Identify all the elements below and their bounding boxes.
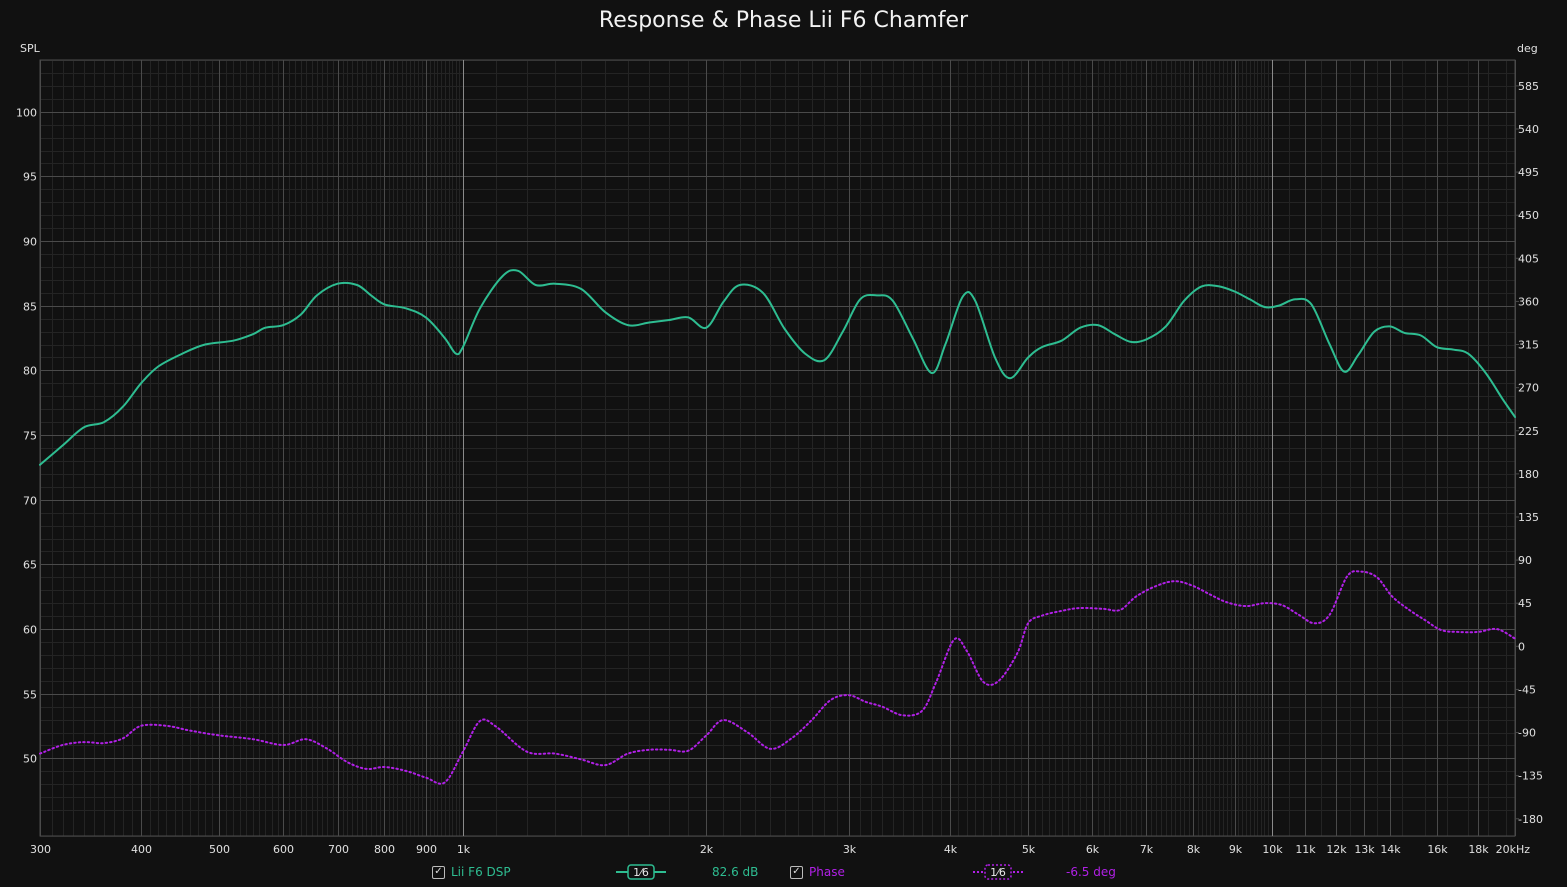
legend: ✓ Lii F6 DSP 1⁄6 82.6 dB ✓ Phase 1⁄6 -6.… — [0, 862, 1567, 882]
x-tick-label: 2k — [700, 843, 714, 856]
x-tick-label: 9k — [1229, 843, 1243, 856]
y-right-tick-label: -90 — [1518, 727, 1536, 740]
x-tick-label: 18k — [1468, 843, 1489, 856]
x-tick-label: 7k — [1140, 843, 1154, 856]
x-tick-labels: 300 400 500 600 700 800 900 1k 2k 3k 4k 5k 6k 7k 8k 9k 1… — [30, 843, 1530, 856]
spl-series-line — [39, 269, 1516, 466]
y-right-tick-labels: -180 -135 -90 -45 0 45 90 135 180 225 270 315 360 405… — [1515, 80, 1543, 826]
x-tick-label: 400 — [131, 843, 152, 856]
y-right-tick-label: -135 — [1518, 770, 1543, 783]
legend-item-spl[interactable]: ✓ Lii F6 DSP — [432, 862, 511, 882]
y-left-tick-labels: 50 55 60 65 70 75 80 85 90 95 100 — [16, 107, 37, 766]
y-left-tick-label: 50 — [23, 753, 37, 766]
phase-readout: -6.5 deg — [1066, 865, 1116, 879]
x-tick-label: 14k — [1380, 843, 1401, 856]
x-tick-label: 6k — [1086, 843, 1100, 856]
spl-smoothing-value: 1⁄6 — [633, 865, 649, 879]
x-tick-label: 10k — [1262, 843, 1283, 856]
y-left-tick-label: 70 — [23, 495, 37, 508]
x-tick-label: 800 — [374, 843, 395, 856]
chart-title: Response & Phase Lii F6 Chamfer — [598, 8, 969, 33]
y-right-tick-label: -45 — [1518, 683, 1536, 696]
x-tick-label: 500 — [209, 843, 230, 856]
y-left-tick-label: 75 — [23, 430, 37, 443]
y-right-tick-label: 405 — [1518, 252, 1539, 265]
x-tick-label: 4k — [944, 843, 958, 856]
phase-series-name: Phase — [809, 865, 845, 879]
y-right-tick-label: 270 — [1518, 382, 1539, 395]
x-tick-label: 900 — [416, 843, 437, 856]
y-right-tick-label: 495 — [1518, 166, 1539, 179]
y-right-tick-label: 585 — [1518, 80, 1539, 93]
grid-minor — [40, 60, 1515, 837]
y-right-tick-label: 90 — [1518, 554, 1532, 567]
x-tick-label: 16k — [1427, 843, 1448, 856]
x-tick-label: 300 — [30, 843, 51, 856]
grid-major — [39, 59, 1516, 837]
y-right-tick-label: 0 — [1518, 640, 1525, 653]
legend-item-phase[interactable]: ✓ Phase — [790, 862, 845, 882]
y-right-tick-label: 45 — [1518, 597, 1532, 610]
x-tick-label: 1k — [457, 843, 471, 856]
x-tick-label: 700 — [328, 843, 349, 856]
y-left-tick-label: 55 — [23, 689, 37, 702]
series-layer — [39, 269, 1516, 785]
x-tick-label: 13k — [1354, 843, 1375, 856]
phase-checkbox[interactable]: ✓ — [790, 865, 803, 879]
y-right-axis-label: deg — [1517, 42, 1538, 55]
spl-readout: 82.6 dB — [712, 865, 759, 879]
spl-line-sample-icon — [616, 864, 666, 880]
y-left-tick-label: 60 — [23, 624, 37, 637]
y-right-tick-label: -180 — [1518, 813, 1543, 826]
y-left-tick-label: 90 — [23, 236, 37, 249]
x-tick-label: 11k — [1295, 843, 1316, 856]
y-left-axis-label: SPL — [20, 42, 40, 55]
y-left-tick-label: 100 — [16, 107, 37, 120]
spl-series-name: Lii F6 DSP — [451, 865, 511, 879]
spl-checkbox[interactable]: ✓ — [432, 865, 445, 879]
phase-smoothing-value: 1⁄6 — [990, 865, 1006, 879]
phase-line-sample-icon — [973, 864, 1023, 880]
x-tick-label: 3k — [843, 843, 857, 856]
y-right-tick-label: 540 — [1518, 123, 1539, 136]
y-right-tick-label: 360 — [1518, 295, 1539, 308]
y-right-tick-label: 450 — [1518, 209, 1539, 222]
x-tick-label: 5k — [1022, 843, 1036, 856]
x-tick-label: 8k — [1187, 843, 1201, 856]
y-left-tick-label: 65 — [23, 559, 37, 572]
x-tick-label: 12k — [1326, 843, 1347, 856]
x-tick-label: 20kHz — [1496, 843, 1531, 856]
y-right-tick-label: 135 — [1518, 511, 1539, 524]
y-right-tick-label: 225 — [1518, 425, 1539, 438]
y-left-tick-label: 85 — [23, 301, 37, 314]
x-tick-label: 600 — [273, 843, 294, 856]
y-right-tick-label: 315 — [1518, 339, 1539, 352]
phase-series-line — [39, 570, 1516, 785]
y-right-tick-label: 180 — [1518, 468, 1539, 481]
y-left-tick-label: 80 — [23, 365, 37, 378]
y-left-tick-label: 95 — [23, 171, 37, 184]
